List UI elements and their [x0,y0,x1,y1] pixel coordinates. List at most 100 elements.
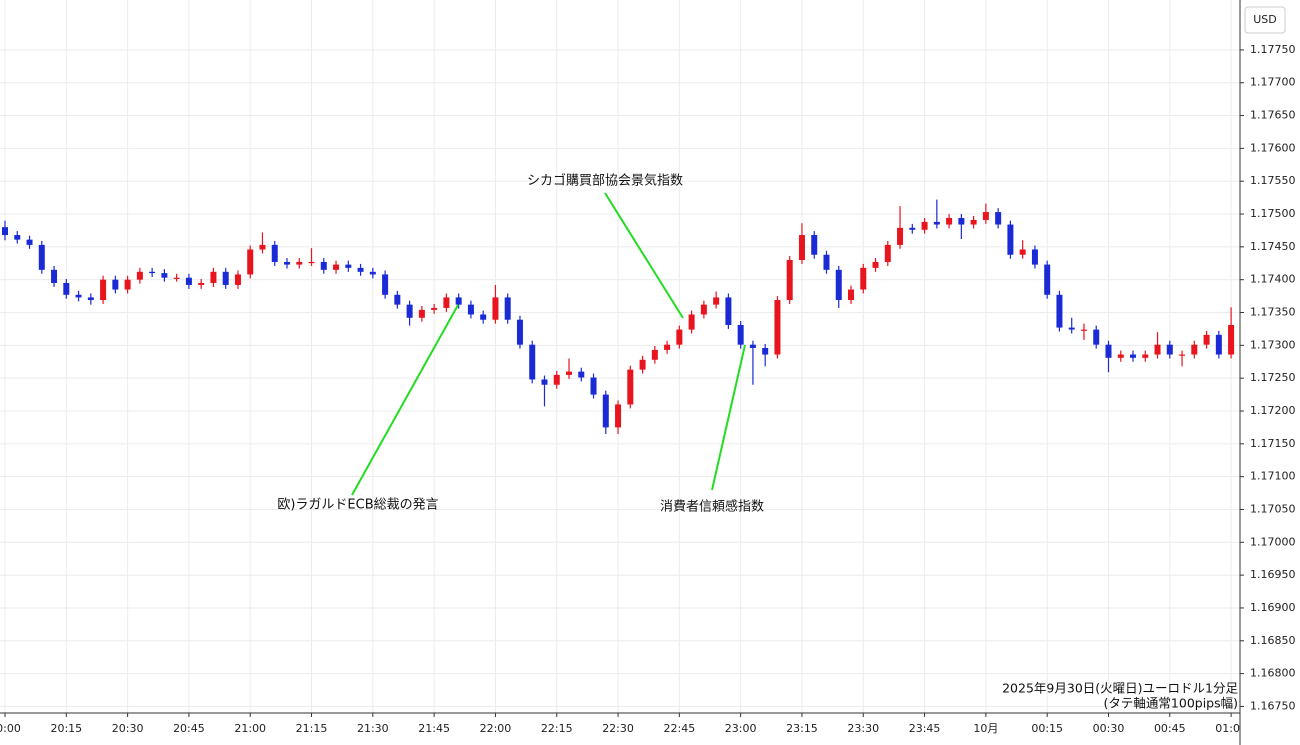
candle-body [1093,329,1100,345]
candle-body [946,217,953,225]
x-tick-label: 23:30 [847,722,879,735]
candle-body [909,227,916,230]
candle-body [627,369,634,405]
x-tick-label: 23:15 [786,722,818,735]
candle-body [1228,324,1235,355]
candle-body [38,244,45,270]
candle-body [2,227,8,236]
candle-body [774,300,781,355]
x-tick-label: 01:00 [1215,722,1247,735]
candle-body [541,379,548,385]
y-tick-label: 1.17200 [1250,404,1296,417]
unit-box [1244,6,1286,34]
candle-body [848,289,855,301]
candle-body [933,221,940,225]
candle-body [504,297,511,320]
candles [2,199,1235,434]
candle-body [713,297,720,305]
candle-body [995,212,1002,225]
y-tick-label: 1.17050 [1250,502,1296,515]
candle-body [1105,344,1112,358]
candle-body [982,212,989,220]
candle-body [688,314,695,330]
candle-body [333,264,340,270]
candle-body [406,304,413,318]
candle-body [382,274,389,295]
candle-body [14,235,21,240]
candle-body [1117,354,1124,358]
candle-body [296,261,303,265]
candle-body [958,217,965,225]
x-tick-label: 22:15 [541,722,573,735]
candle-body [786,259,793,301]
candle-body [1142,354,1149,358]
candle-body [308,261,315,264]
annotation-line [351,304,459,496]
candle-body [529,344,536,380]
candle-body [1130,354,1137,358]
candle-body [725,297,732,325]
candle-body [259,244,266,250]
candle-body [872,261,879,268]
candle-body [161,273,168,278]
candle-body [737,324,744,345]
candle-body [835,269,842,301]
candle-body [394,294,401,305]
candle-body [51,269,58,283]
y-axis-label: USD [1253,13,1277,26]
candle-body [1166,344,1173,355]
annotation-line [604,192,684,319]
candle-body [1191,344,1198,355]
y-tick-label: 1.17450 [1250,240,1296,253]
candle-body [26,239,33,245]
candle-body [1179,354,1186,356]
y-tick-label: 1.17400 [1250,273,1296,286]
x-tick-label: 00:15 [1031,722,1063,735]
candle-body [198,282,205,285]
candle-body [136,271,143,280]
candle-body [1154,344,1161,355]
y-tick-label: 1.17500 [1250,207,1296,220]
candle-body [566,371,573,375]
y-tick-label: 1.17100 [1250,470,1296,483]
candle-body [897,227,904,245]
y-tick-label: 1.17150 [1250,437,1296,450]
candle-body [369,271,376,275]
x-tick-label: 20:30 [112,722,144,735]
candle-body [615,404,622,428]
candle-body [247,249,254,275]
annotation: 欧)ラガルドECB総裁の発言 [277,497,438,513]
candle-body [480,314,487,320]
y-tick-label: 1.17600 [1250,141,1296,154]
candle-body [222,271,229,285]
candle-body [492,297,499,320]
y-tick-label: 1.16850 [1250,634,1296,647]
x-tick-label: 22:00 [480,722,512,735]
annotation: シカゴ購買部協会景気指数 [527,173,683,189]
annotation: 消費者信頼感指数 [660,499,764,515]
candle-body [1007,224,1014,255]
x-tick-label: 21:15 [296,722,328,735]
candle-body [1031,249,1038,265]
annotations: シカゴ購買部協会景気指数 欧)ラガルドECB総裁の発言 消費者信頼感指数 [277,173,764,515]
candle-body [271,244,278,262]
candle-body [75,294,82,298]
y-tick-label: 1.17750 [1250,43,1296,56]
y-tick-label: 1.16950 [1250,568,1296,581]
candle-body [1044,264,1051,295]
candle-body [602,394,609,428]
candle-body [1080,329,1087,331]
y-tick-label: 1.16900 [1250,601,1296,614]
candle-body [418,309,425,318]
y-tick-label: 1.16750 [1250,699,1296,712]
annotation-line [711,344,746,491]
x-tick-labels: 20:00 20:15 20:30 20:45 21:00 21:15 21:30 21:45… [0,722,1247,735]
x-tick-label: 22:30 [602,722,634,735]
candle-body [112,279,119,290]
candle-body [798,235,805,260]
candle-body [284,261,291,265]
candle-body [357,267,364,272]
candle-body [639,359,646,370]
